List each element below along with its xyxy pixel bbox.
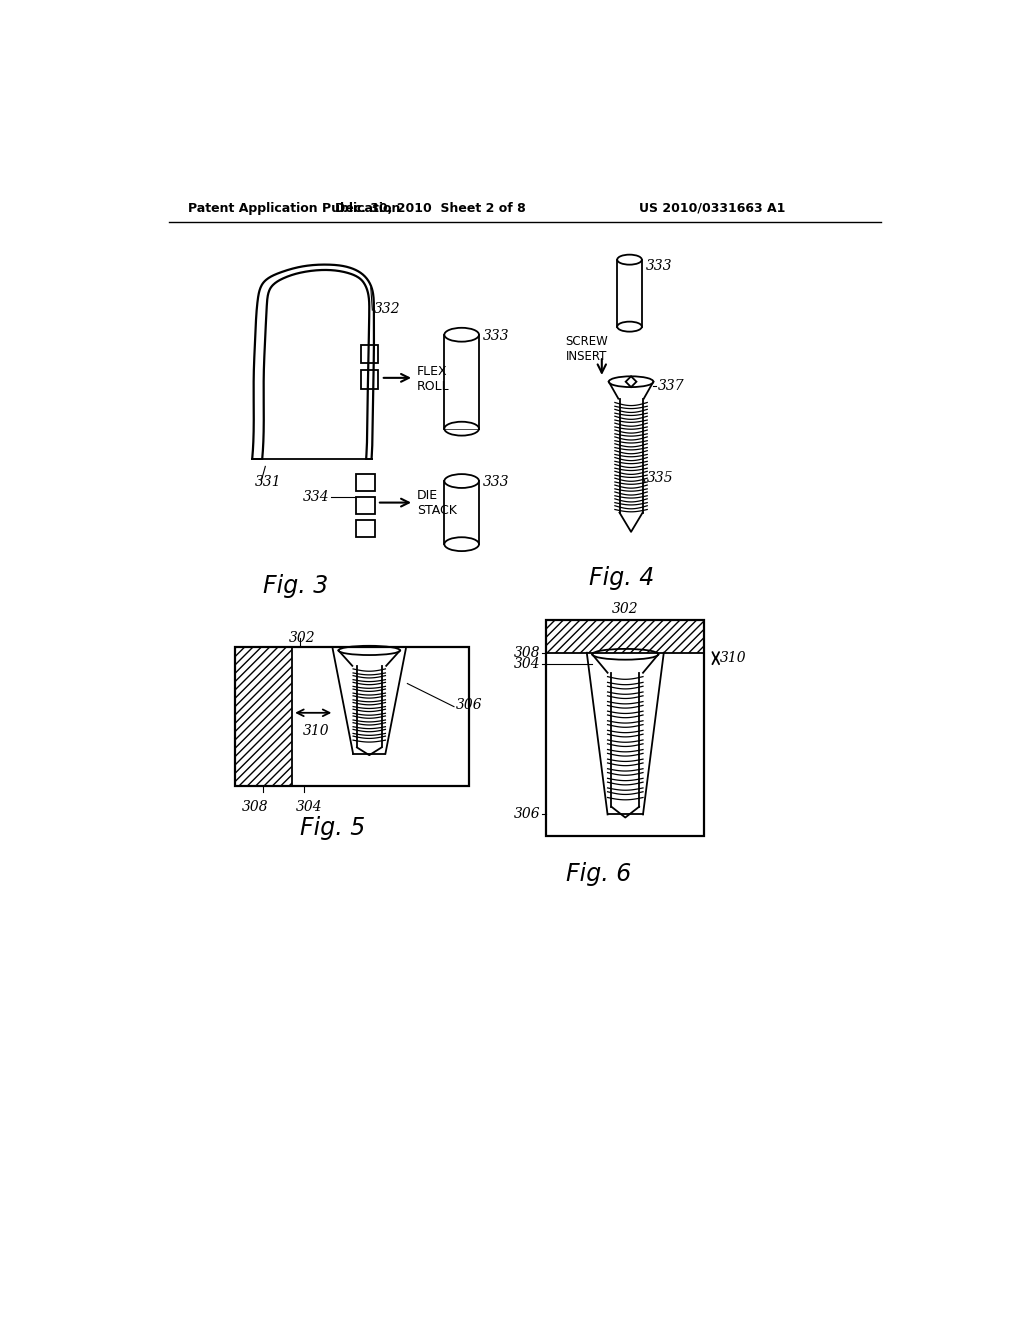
Text: 308: 308 bbox=[243, 800, 269, 814]
Text: 333: 333 bbox=[646, 259, 673, 273]
Bar bbox=[355, 474, 375, 491]
Text: Fig. 4: Fig. 4 bbox=[589, 566, 654, 590]
Text: Fig. 5: Fig. 5 bbox=[300, 816, 366, 841]
Text: 302: 302 bbox=[612, 602, 639, 616]
Bar bbox=[355, 498, 375, 515]
Text: 304: 304 bbox=[296, 800, 323, 814]
Text: 333: 333 bbox=[483, 329, 510, 342]
Text: 334: 334 bbox=[303, 490, 330, 504]
Text: 304: 304 bbox=[514, 656, 541, 671]
Text: Patent Application Publication: Patent Application Publication bbox=[188, 202, 400, 215]
Text: SCREW
INSERT: SCREW INSERT bbox=[565, 335, 608, 363]
Bar bbox=[360, 345, 378, 363]
Text: Dec. 30, 2010  Sheet 2 of 8: Dec. 30, 2010 Sheet 2 of 8 bbox=[336, 202, 526, 215]
Text: US 2010/0331663 A1: US 2010/0331663 A1 bbox=[639, 202, 785, 215]
Text: 310: 310 bbox=[303, 723, 330, 738]
Text: FLEX
ROLL: FLEX ROLL bbox=[417, 364, 450, 392]
Text: 331: 331 bbox=[255, 475, 282, 488]
Bar bbox=[360, 370, 378, 388]
Text: 302: 302 bbox=[289, 631, 315, 645]
Text: Fig. 6: Fig. 6 bbox=[565, 862, 631, 887]
Bar bbox=[547, 620, 705, 836]
Text: Fig. 3: Fig. 3 bbox=[263, 574, 329, 598]
Text: 308: 308 bbox=[514, 645, 541, 660]
Text: 337: 337 bbox=[658, 379, 685, 392]
Bar bbox=[547, 620, 705, 653]
Text: 335: 335 bbox=[646, 471, 673, 484]
Text: DIE
STACK: DIE STACK bbox=[417, 490, 457, 517]
Text: 333: 333 bbox=[483, 475, 510, 488]
Text: 310: 310 bbox=[720, 651, 746, 665]
Bar bbox=[234, 647, 469, 785]
Text: 306: 306 bbox=[456, 698, 482, 711]
Text: 332: 332 bbox=[374, 301, 400, 315]
Bar bbox=[355, 520, 375, 537]
Bar bbox=[234, 647, 292, 785]
Text: 306: 306 bbox=[514, 808, 541, 821]
